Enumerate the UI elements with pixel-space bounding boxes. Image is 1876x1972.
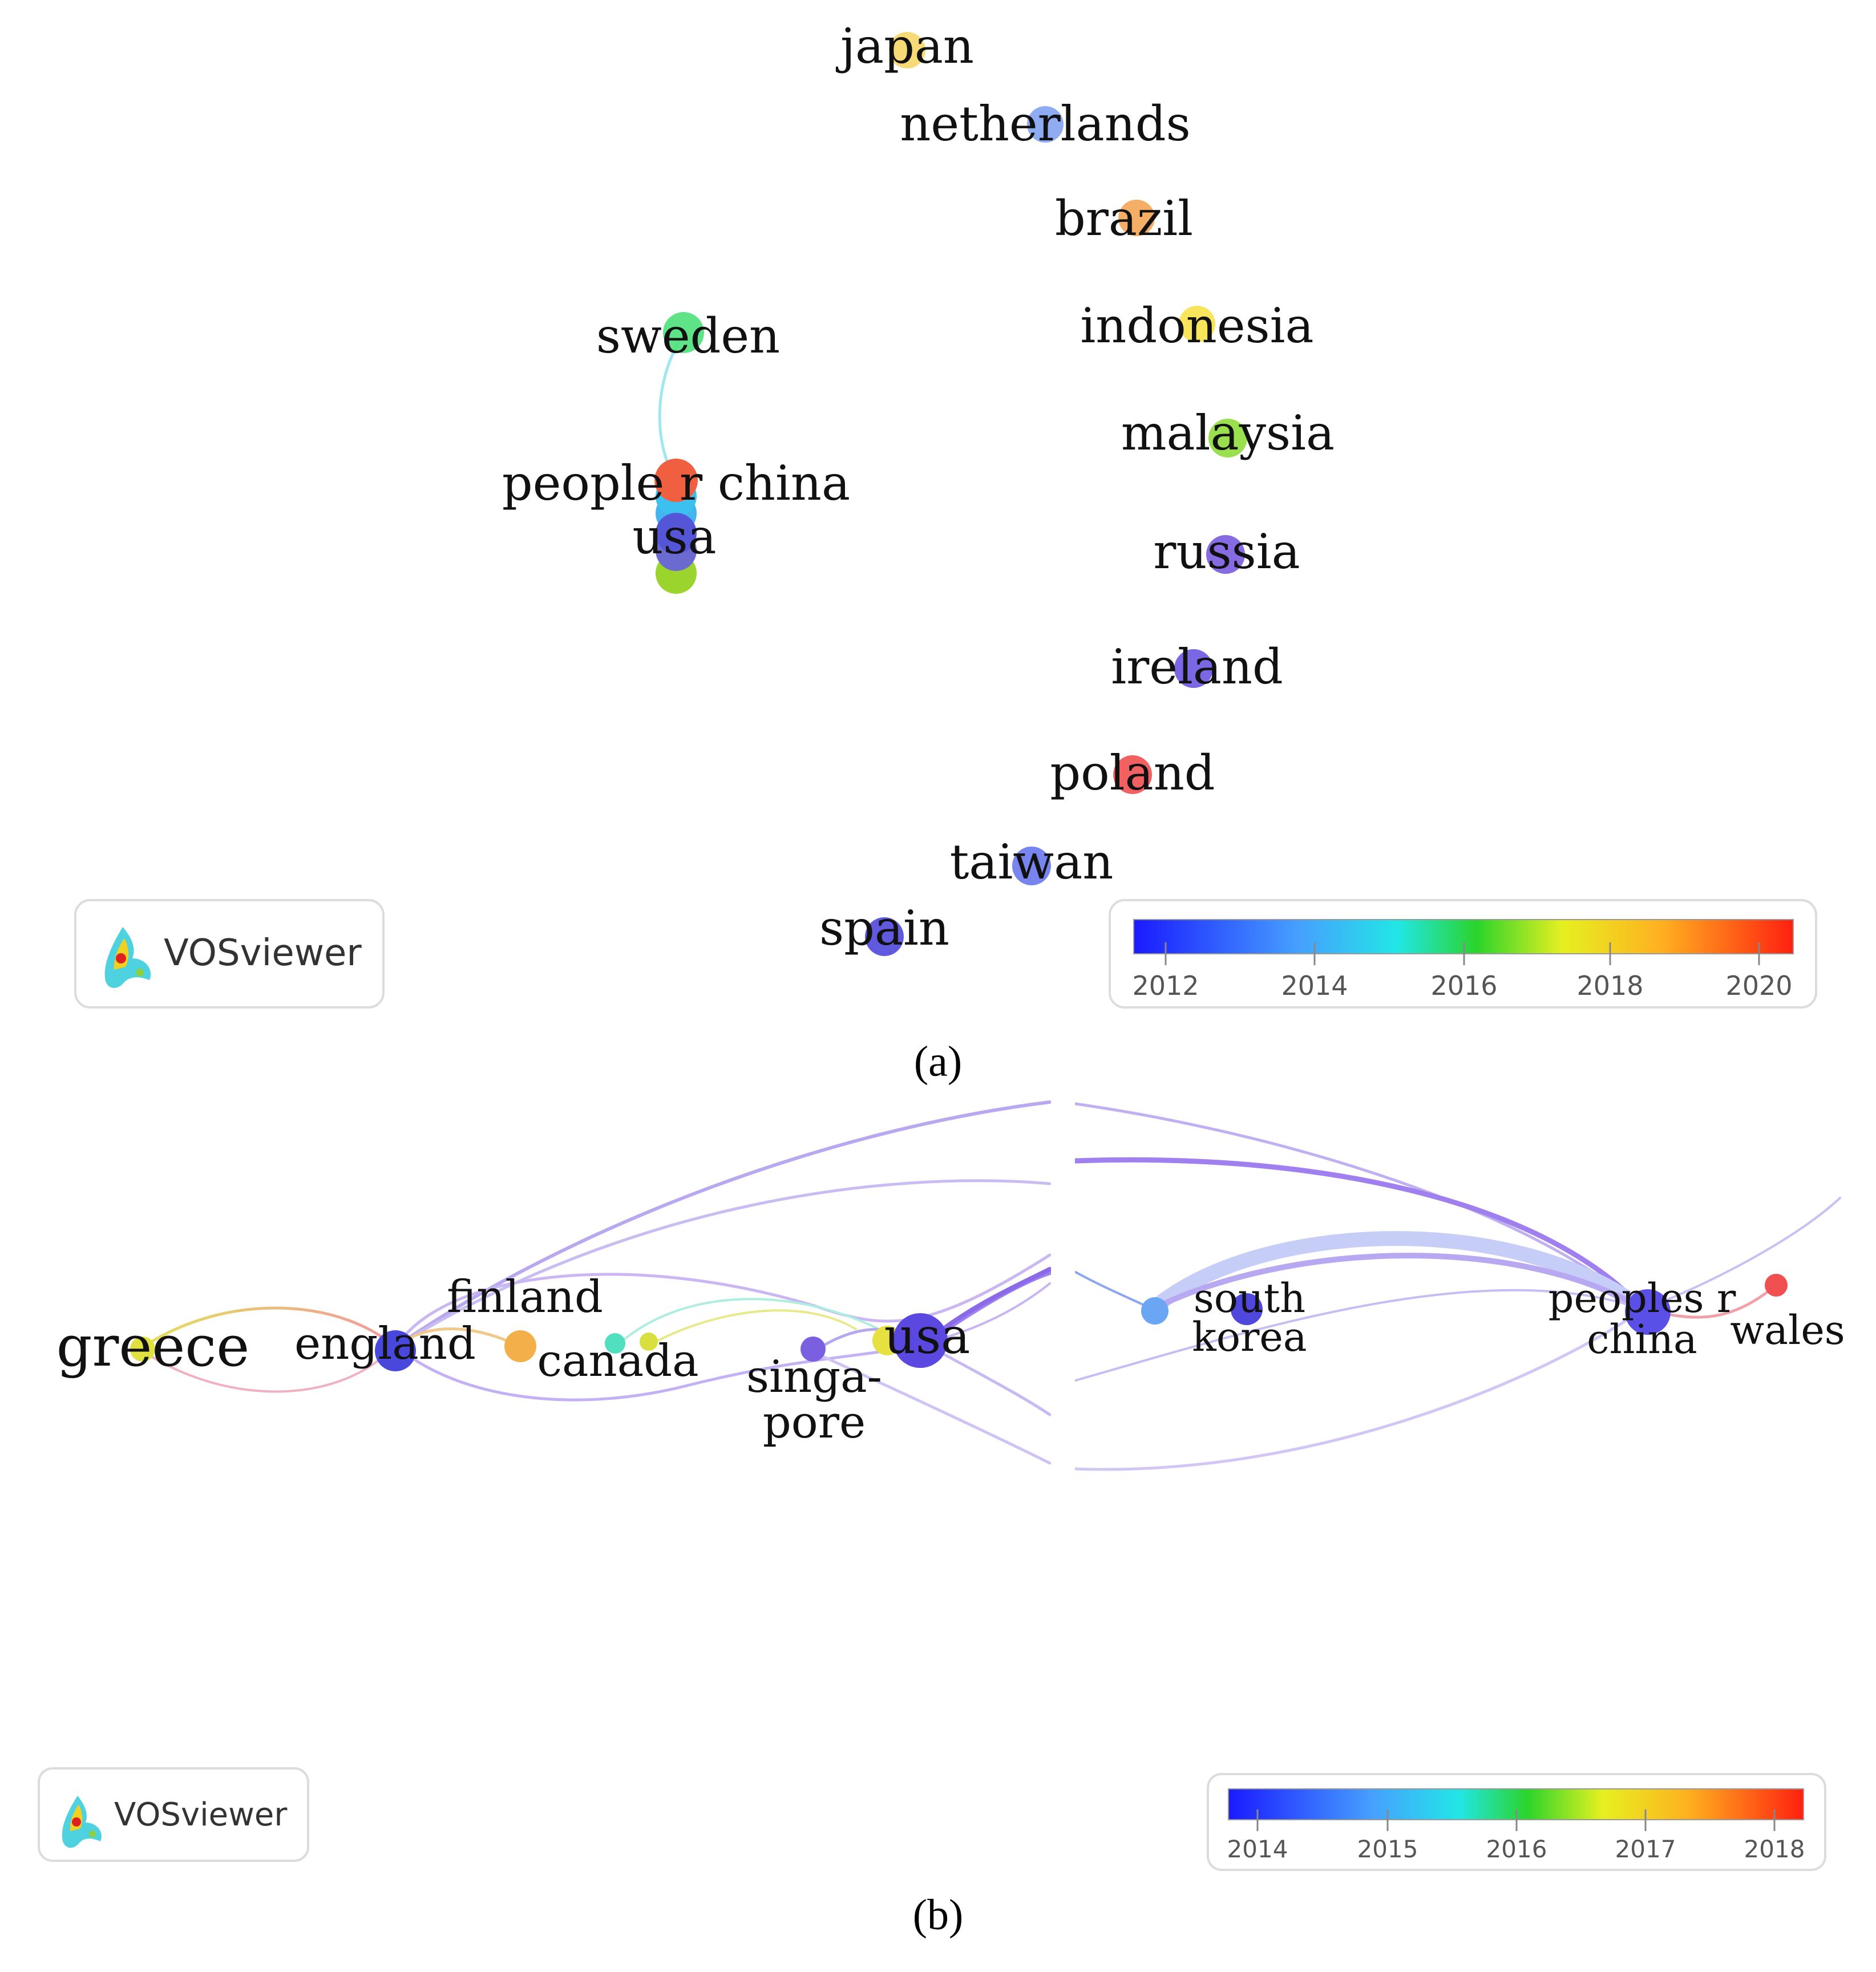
vosviewer-logo-text: VOSviewer [164, 932, 362, 974]
label-wales: wales [1730, 1307, 1845, 1354]
label-china: china [1587, 1316, 1697, 1363]
colorbar-tick-label: 2014 [1227, 1835, 1288, 1863]
colorbar-a: 2012 2014 2016 2018 2020 [1109, 899, 1817, 1009]
caption-b: (b) [913, 1891, 964, 1939]
node-spain[interactable] [865, 917, 904, 956]
label-taiwan: taiwan [950, 834, 1114, 890]
colorbar-b: 2014 2015 2016 2017 2018 [1207, 1773, 1826, 1871]
label-singapore-2: pore [763, 1397, 866, 1448]
label-south: south [1194, 1275, 1305, 1322]
label-usa-b: usa [884, 1308, 971, 1365]
label-finland: finland [447, 1272, 603, 1323]
node-indonesia[interactable] [1179, 306, 1215, 342]
label-people-r-china: people r china [502, 455, 850, 511]
node-japan[interactable] [889, 32, 925, 68]
label-usa: usa [632, 509, 716, 565]
node-brazil[interactable] [1118, 200, 1155, 236]
node-canada-a[interactable] [605, 1333, 625, 1354]
colorbar-tick-label: 2012 [1132, 970, 1199, 1001]
label-malaysia: malaysia [1121, 405, 1335, 461]
node-ireland[interactable] [1174, 649, 1213, 688]
node-england[interactable] [375, 1330, 416, 1371]
node-netherlands[interactable] [1027, 106, 1064, 143]
caption-a: (a) [914, 1038, 962, 1086]
label-brazil: brazil [1055, 191, 1193, 246]
node-malaysia[interactable] [1208, 419, 1247, 457]
colorbar-tick-label: 2020 [1725, 970, 1792, 1001]
colorbar-ticks [1256, 1809, 1776, 1831]
colorbar-ticks [1165, 942, 1760, 965]
colorbar-tick-label: 2015 [1357, 1835, 1418, 1863]
node-taiwan[interactable] [1012, 847, 1051, 885]
node-usa[interactable] [893, 1313, 948, 1368]
links-left [138, 1100, 1053, 1465]
node-people-r-china[interactable] [654, 459, 698, 502]
label-singapore-1: singa- [746, 1351, 882, 1403]
label-russia: russia [1153, 524, 1300, 580]
panel-a: japan netherlands brazil sweden indonesi… [74, 18, 1817, 1086]
label-poland: poland [1050, 745, 1215, 801]
node-greece[interactable] [130, 1337, 155, 1362]
colorbar-tick-label: 2018 [1744, 1835, 1805, 1863]
label-netherlands: netherlands [900, 96, 1190, 152]
node-peoples-r-china[interactable] [1625, 1289, 1671, 1335]
node-canada-b[interactable] [640, 1333, 658, 1351]
panel-split [1051, 1084, 1075, 1483]
node-south-korea[interactable] [1231, 1293, 1263, 1325]
node-south-korea-small[interactable] [1141, 1297, 1169, 1325]
colorbar-tick-label: 2016 [1430, 970, 1497, 1001]
panel-b: greece england finland canada singa- por… [38, 1084, 1845, 1939]
links-right [1073, 1102, 1841, 1471]
label-peoples-r: peoples r [1548, 1275, 1736, 1322]
node-poland[interactable] [1113, 755, 1152, 794]
vosviewer-icon [62, 1796, 102, 1848]
label-japan: japan [835, 18, 974, 74]
label-sweden: sweden [596, 308, 780, 364]
node-sweden[interactable] [663, 312, 704, 353]
colorbar-tick-label: 2017 [1615, 1835, 1676, 1863]
label-spain: spain [819, 900, 949, 956]
label-ireland: ireland [1111, 639, 1283, 695]
vosviewer-icon [104, 927, 151, 988]
label-korea: korea [1192, 1314, 1307, 1360]
node-usa[interactable] [656, 513, 697, 554]
vosviewer-logo-b: VOSviewer [38, 1767, 309, 1862]
colorbar-tick-label: 2014 [1281, 970, 1348, 1001]
node-singapore[interactable] [800, 1337, 826, 1362]
label-england: england [294, 1318, 476, 1370]
vosviewer-logo-text: VOSviewer [114, 1796, 288, 1833]
colorbar-tick-label: 2018 [1576, 970, 1643, 1001]
label-indonesia: indonesia [1080, 298, 1313, 354]
node-russia[interactable] [1206, 535, 1245, 574]
node-wales[interactable] [1765, 1274, 1788, 1297]
node-finland[interactable] [504, 1330, 536, 1362]
label-greece: greece [56, 1314, 249, 1379]
vosviewer-logo-a: VOSviewer [74, 899, 385, 1009]
colorbar-tick-label: 2016 [1486, 1835, 1547, 1863]
label-canada: canada [537, 1335, 698, 1387]
